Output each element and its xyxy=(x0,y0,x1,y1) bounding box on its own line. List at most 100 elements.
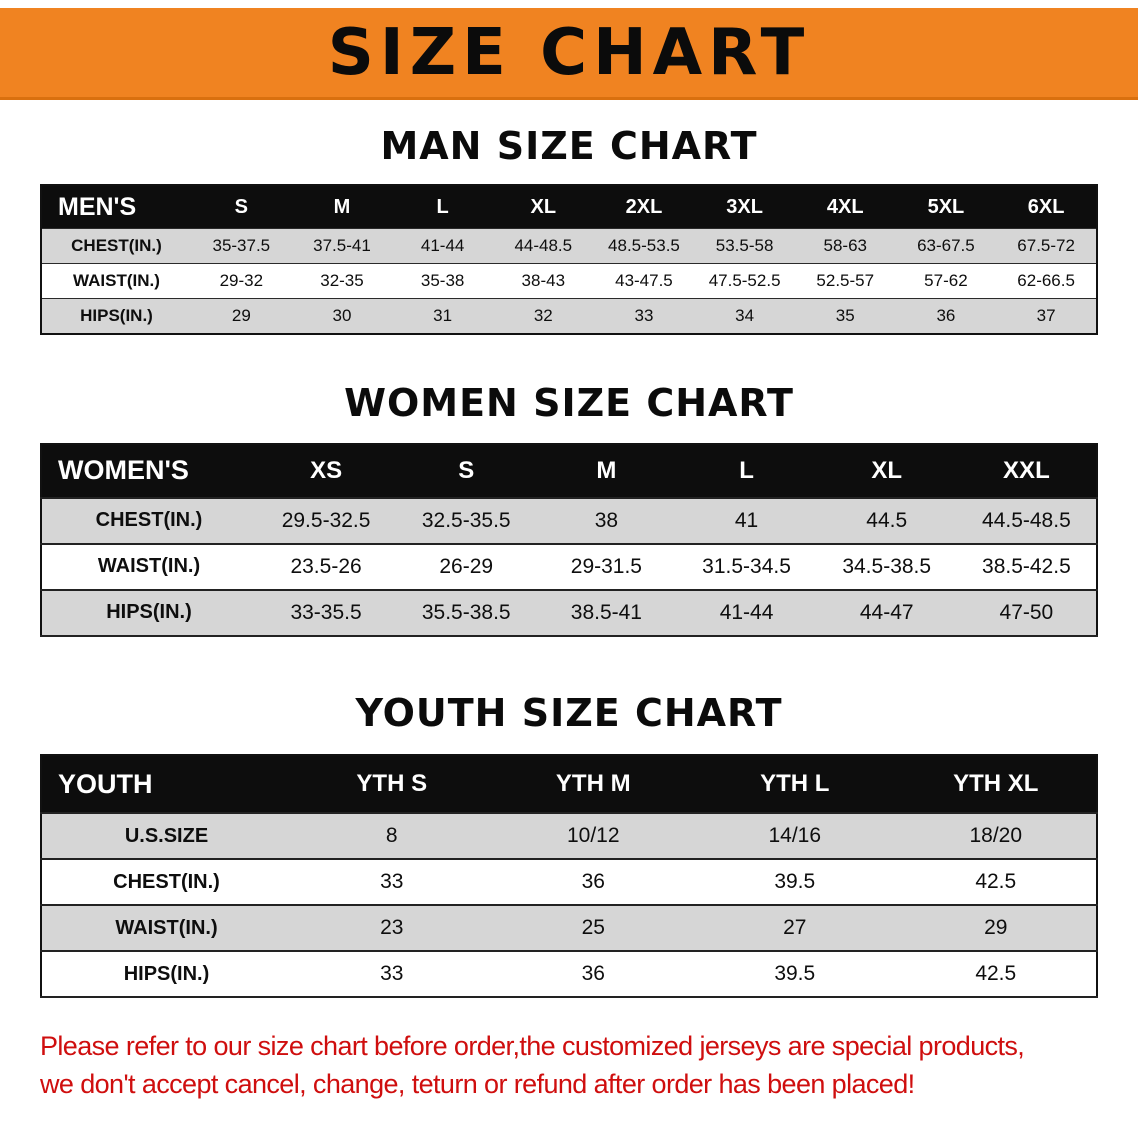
header-row: YOUTH YTH S YTH M YTH L YTH XL xyxy=(41,755,1097,814)
size-column-header: L xyxy=(676,443,817,498)
size-value: 37 xyxy=(996,298,1097,335)
size-value: 57-62 xyxy=(895,263,997,300)
size-column-header: YTH S xyxy=(291,755,493,814)
size-value: 31.5-34.5 xyxy=(676,542,817,591)
measurement-row: WAIST(IN.) 29-32 32-35 35-38 38-43 43-47.5 47.… xyxy=(41,263,1097,300)
size-column-header: XL xyxy=(816,443,957,498)
disclaimer-line-2: we don't accept cancel, change, teturn o… xyxy=(40,1069,915,1100)
measurement-row: HIPS(IN.) 33 36 39.5 42.5 xyxy=(41,950,1097,999)
size-value: 53.5-58 xyxy=(694,228,795,265)
size-column-header: XXL xyxy=(956,443,1097,498)
row-label: WAIST(IN.) xyxy=(41,904,291,953)
table-title-cell: YOUTH xyxy=(41,755,291,814)
measurement-row: CHEST(IN.) 35-37.5 37.5-41 41-44 44-48.5 48.5… xyxy=(41,228,1097,265)
row-label: WAIST(IN.) xyxy=(41,263,191,300)
row-label: U.S.SIZE xyxy=(41,812,291,861)
size-value: 32 xyxy=(492,298,594,335)
size-value: 36 xyxy=(492,858,694,907)
size-value: 27 xyxy=(694,904,896,953)
size-value: 36 xyxy=(895,298,997,335)
size-value: 41-44 xyxy=(392,228,493,265)
size-value: 33 xyxy=(291,858,493,907)
size-column-header: M xyxy=(536,443,677,498)
size-value: 14/16 xyxy=(694,812,896,861)
size-value: 29.5-32.5 xyxy=(256,496,397,545)
size-value: 48.5-53.5 xyxy=(593,228,695,265)
size-column-header: 3XL xyxy=(694,184,795,229)
size-column-header: M xyxy=(291,184,393,229)
size-value: 37.5-41 xyxy=(291,228,393,265)
size-value: 44.5-48.5 xyxy=(956,496,1097,545)
size-value: 47-50 xyxy=(956,588,1097,637)
size-value: 44.5 xyxy=(816,496,957,545)
row-label: CHEST(IN.) xyxy=(41,228,191,265)
size-value: 32-35 xyxy=(291,263,393,300)
size-value: 35.5-38.5 xyxy=(396,588,537,637)
men-size-section: MAN SIZE CHART MEN'S S M L XL 2XL 3XL 4XL 5XL 6XL… xyxy=(0,124,1138,335)
size-value: 26-29 xyxy=(396,542,537,591)
size-value: 58-63 xyxy=(794,228,896,265)
women-section-heading: WOMEN SIZE CHART xyxy=(344,380,794,425)
size-value: 34.5-38.5 xyxy=(816,542,957,591)
measurement-row: U.S.SIZE 8 10/12 14/16 18/20 xyxy=(41,812,1097,861)
size-value: 35 xyxy=(794,298,896,335)
measurement-row: WAIST(IN.) 23.5-26 26-29 29-31.5 31.5-34.5 34… xyxy=(41,542,1097,591)
table-title-cell: WOMEN'S xyxy=(41,443,256,498)
size-value: 30 xyxy=(291,298,393,335)
size-value: 38.5-42.5 xyxy=(956,542,1097,591)
women-size-section: WOMEN SIZE CHART WOMEN'S XS S M L XL XXL CHEST(… xyxy=(0,380,1138,637)
size-value: 35-37.5 xyxy=(191,228,292,265)
size-column-header: YTH L xyxy=(694,755,896,814)
size-value: 41 xyxy=(676,496,817,545)
women-size-table: WOMEN'S XS S M L XL XXL CHEST(IN.) 29.5-32.5 32.5… xyxy=(40,442,1098,637)
men-size-table: MEN'S S M L XL 2XL 3XL 4XL 5XL 6XL CHEST(IN.) 35-37… xyxy=(40,183,1098,335)
row-label: WAIST(IN.) xyxy=(41,542,256,591)
size-value: 38-43 xyxy=(492,263,594,300)
youth-size-section: YOUTH SIZE CHART YOUTH YTH S YTH M YTH L YTH… xyxy=(0,692,1138,999)
size-value: 29 xyxy=(895,904,1097,953)
size-value: 33-35.5 xyxy=(256,588,397,637)
size-value: 42.5 xyxy=(895,950,1097,999)
measurement-row: HIPS(IN.) 29 30 31 32 33 34 35 36 37 xyxy=(41,298,1097,335)
size-value: 29-31.5 xyxy=(536,542,677,591)
size-value: 41-44 xyxy=(676,588,817,637)
size-value: 38.5-41 xyxy=(536,588,677,637)
size-value: 33 xyxy=(593,298,695,335)
size-value: 42.5 xyxy=(895,858,1097,907)
size-column-header: S xyxy=(396,443,537,498)
size-value: 62-66.5 xyxy=(996,263,1097,300)
size-value: 39.5 xyxy=(694,950,896,999)
row-label: HIPS(IN.) xyxy=(41,298,191,335)
size-value: 29-32 xyxy=(191,263,292,300)
row-label: HIPS(IN.) xyxy=(41,588,256,637)
size-value: 67.5-72 xyxy=(996,228,1097,265)
size-column-header: S xyxy=(191,184,292,229)
size-value: 35-38 xyxy=(392,263,493,300)
row-label: HIPS(IN.) xyxy=(41,950,291,999)
youth-size-table: YOUTH YTH S YTH M YTH L YTH XL U.S.SIZE 8 10/12… xyxy=(40,754,1098,999)
size-value: 34 xyxy=(694,298,795,335)
banner-title: SIZE CHART xyxy=(327,15,811,90)
size-value: 25 xyxy=(492,904,694,953)
size-value: 10/12 xyxy=(492,812,694,861)
size-column-header: YTH XL xyxy=(895,755,1097,814)
size-value: 23 xyxy=(291,904,493,953)
size-value: 39.5 xyxy=(694,858,896,907)
size-value: 38 xyxy=(536,496,677,545)
header-row: WOMEN'S XS S M L XL XXL xyxy=(41,443,1097,498)
men-section-heading: MAN SIZE CHART xyxy=(380,124,758,168)
size-value: 43-47.5 xyxy=(593,263,695,300)
size-value: 47.5-52.5 xyxy=(694,263,795,300)
measurement-row: WAIST(IN.) 23 25 27 29 xyxy=(41,904,1097,953)
size-value: 63-67.5 xyxy=(895,228,997,265)
size-column-header: 5XL xyxy=(895,184,997,229)
size-value: 52.5-57 xyxy=(794,263,896,300)
size-column-header: 6XL xyxy=(996,184,1097,229)
size-column-header: YTH M xyxy=(492,755,694,814)
table-title-cell: MEN'S xyxy=(41,184,191,229)
row-label: CHEST(IN.) xyxy=(41,858,291,907)
size-value: 33 xyxy=(291,950,493,999)
size-column-header: 4XL xyxy=(794,184,896,229)
measurement-row: HIPS(IN.) 33-35.5 35.5-38.5 38.5-41 41-44 44-… xyxy=(41,588,1097,637)
measurement-row: CHEST(IN.) 29.5-32.5 32.5-35.5 38 41 44.5 44.5… xyxy=(41,496,1097,545)
